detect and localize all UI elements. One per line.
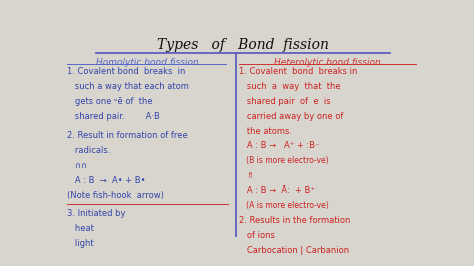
Text: carried away by one of: carried away by one of — [239, 112, 344, 120]
Text: such a way that each atom: such a way that each atom — [66, 82, 189, 91]
Text: ∩∩: ∩∩ — [66, 161, 87, 170]
Text: shared pair  of  e  is: shared pair of e is — [239, 97, 331, 106]
Text: A : B →   A⁺ + :B⁻: A : B → A⁺ + :B⁻ — [239, 142, 319, 151]
Text: shared pair.        A·B: shared pair. A·B — [66, 112, 159, 120]
Text: A : B  →  A• + B•: A : B → A• + B• — [66, 176, 145, 185]
Text: Homolytic bond fission: Homolytic bond fission — [96, 57, 199, 66]
Text: ⇑: ⇑ — [239, 171, 254, 180]
Text: (B is more electro-ve): (B is more electro-ve) — [239, 156, 329, 165]
Text: A : B →  Ā:  + B⁺: A : B → Ā: + B⁺ — [239, 186, 315, 195]
Text: 2. Results in the formation: 2. Results in the formation — [239, 216, 351, 225]
Text: such  a  way  that  the: such a way that the — [239, 82, 341, 91]
Text: 2. Result in formation of free: 2. Result in formation of free — [66, 131, 187, 140]
Text: the atoms.: the atoms. — [239, 127, 292, 136]
Text: light: light — [66, 239, 93, 248]
Text: heat: heat — [66, 225, 93, 234]
Text: gets one ᵒē of  the: gets one ᵒē of the — [66, 97, 152, 106]
Text: of ions: of ions — [239, 231, 275, 240]
Text: (Note fish-hook  arrow): (Note fish-hook arrow) — [66, 191, 164, 200]
Text: 3. Initiated by: 3. Initiated by — [66, 210, 125, 218]
Text: radicals.: radicals. — [66, 146, 110, 155]
Text: Types   of   Bond  fission: Types of Bond fission — [157, 38, 329, 52]
Text: 1. Covalent  bond  breaks in: 1. Covalent bond breaks in — [239, 67, 357, 76]
Text: Carbocation | Carbanion: Carbocation | Carbanion — [239, 246, 349, 255]
Text: Heterolytic bond fission: Heterolytic bond fission — [274, 57, 381, 66]
Text: 1. Covalent bond  breaks  in: 1. Covalent bond breaks in — [66, 67, 185, 76]
Text: (A is more electro-ve): (A is more electro-ve) — [239, 201, 329, 210]
